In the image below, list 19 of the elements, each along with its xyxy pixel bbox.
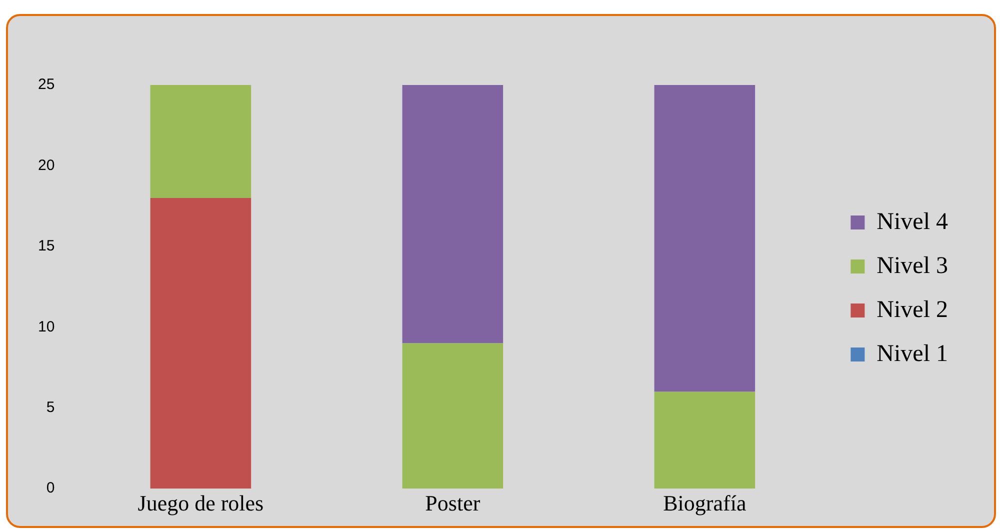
y-tick-label: 20	[38, 156, 55, 174]
x-tick-label: Poster	[425, 490, 481, 516]
x-tick-label: Biografía	[663, 490, 746, 516]
legend-label: Nivel 3	[876, 252, 948, 279]
bar	[150, 198, 252, 489]
y-tick-label: 10	[38, 318, 55, 336]
bar	[654, 85, 756, 392]
bar	[150, 85, 252, 198]
legend-label: Nivel 1	[876, 340, 948, 367]
y-tick-label: 0	[46, 480, 55, 497]
y-tick-label: 15	[38, 238, 55, 255]
y-tick-label: 25	[38, 76, 55, 94]
y-tick-label: 5	[46, 399, 55, 416]
bar	[402, 85, 504, 344]
legend-label: Nivel 2	[876, 296, 948, 323]
bar	[402, 343, 504, 489]
bar	[654, 392, 756, 489]
x-tick-label: Juego de roles	[138, 490, 264, 516]
legend-label: Nivel 4	[876, 208, 948, 235]
